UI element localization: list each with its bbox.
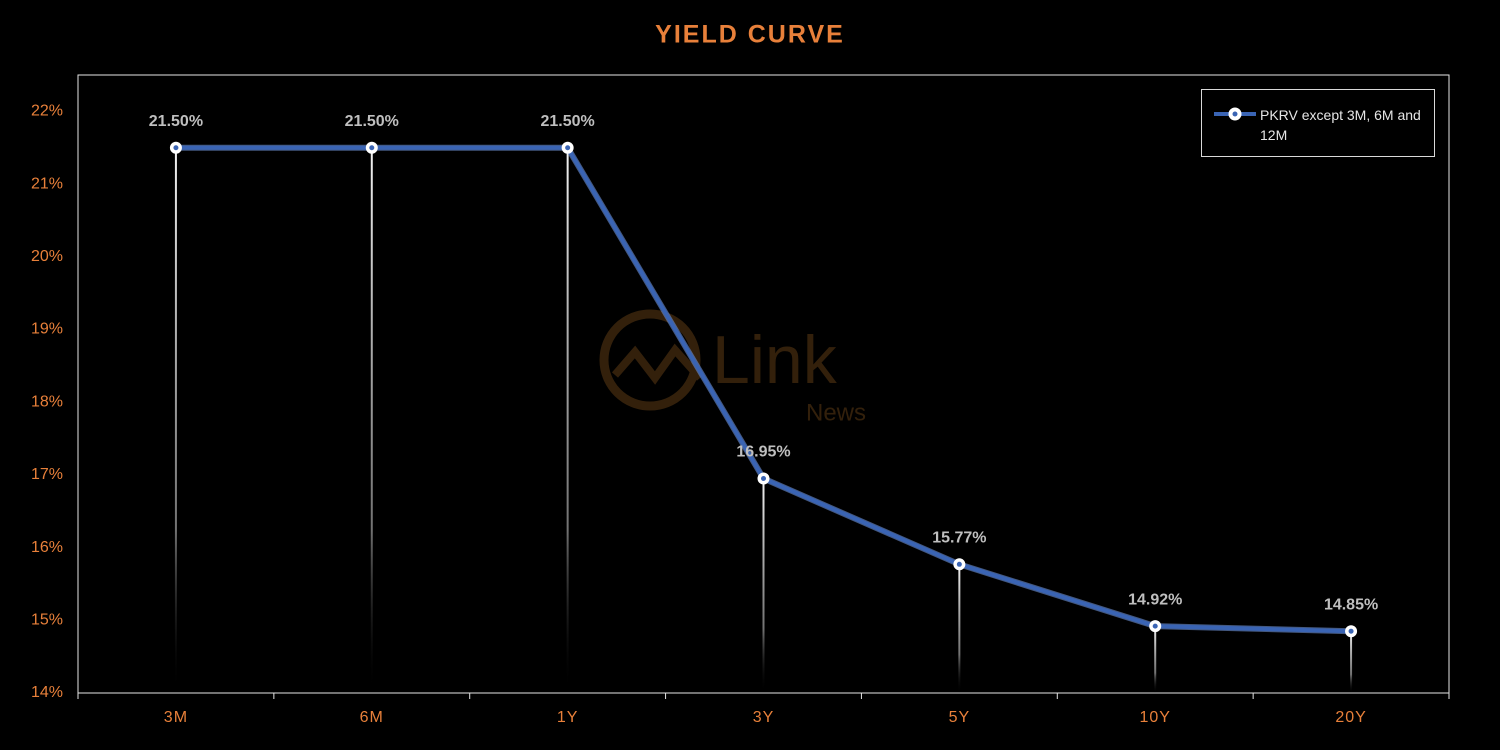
point-marker-center: [369, 145, 375, 151]
drop-line: [370, 147, 373, 694]
data-label: 14.92%: [1128, 591, 1182, 608]
drop-line: [1154, 626, 1157, 693]
x-tick-label: 10Y: [1139, 709, 1170, 726]
chart-title: YIELD CURVE: [655, 21, 845, 49]
drop-line: [174, 147, 177, 694]
point-marker-center: [1152, 623, 1158, 629]
legend: PKRV except 3M, 6M and 12M: [1201, 89, 1435, 157]
x-tick-label: 1Y: [557, 709, 579, 726]
data-label: 15.77%: [932, 530, 986, 547]
drop-line: [566, 147, 569, 694]
legend-symbol: [1214, 107, 1256, 121]
x-tick-label: 20Y: [1335, 709, 1366, 726]
x-tick-label: 5Y: [949, 709, 971, 726]
drop-line: [1350, 631, 1353, 693]
data-label: 14.85%: [1324, 596, 1378, 613]
watermark-text: Link: [712, 322, 838, 398]
y-tick-label: 17%: [31, 466, 63, 483]
watermark-subtext: News: [806, 399, 866, 426]
data-label: 16.95%: [736, 444, 790, 461]
data-label: 21.50%: [541, 113, 595, 130]
legend-marker-center: [1232, 111, 1238, 117]
y-tick-label: 18%: [31, 393, 63, 410]
drop-line: [958, 564, 961, 693]
watermark: Link News: [599, 309, 866, 426]
y-tick-label: 16%: [31, 539, 63, 556]
y-tick-label: 15%: [31, 612, 63, 629]
x-tick-label: 6M: [360, 709, 384, 726]
y-tick-label: 14%: [31, 684, 63, 701]
point-marker-center: [173, 145, 179, 151]
data-label: 21.50%: [149, 113, 203, 130]
point-marker-center: [565, 145, 571, 151]
y-tick-label: 22%: [31, 103, 63, 120]
watermark-logo: [611, 343, 703, 385]
x-tick-label: 3M: [164, 709, 188, 726]
drop-line: [762, 478, 765, 693]
y-tick-label: 20%: [31, 248, 63, 265]
y-tick-label: 19%: [31, 321, 63, 338]
y-tick-label: 21%: [31, 175, 63, 192]
point-marker-center: [761, 476, 766, 482]
point-marker-center: [1348, 628, 1354, 634]
legend-label: PKRV except 3M, 6M and 12M: [1260, 107, 1421, 143]
x-tick-label: 3Y: [753, 709, 775, 726]
point-marker-center: [956, 561, 962, 567]
data-label: 21.50%: [345, 113, 399, 130]
